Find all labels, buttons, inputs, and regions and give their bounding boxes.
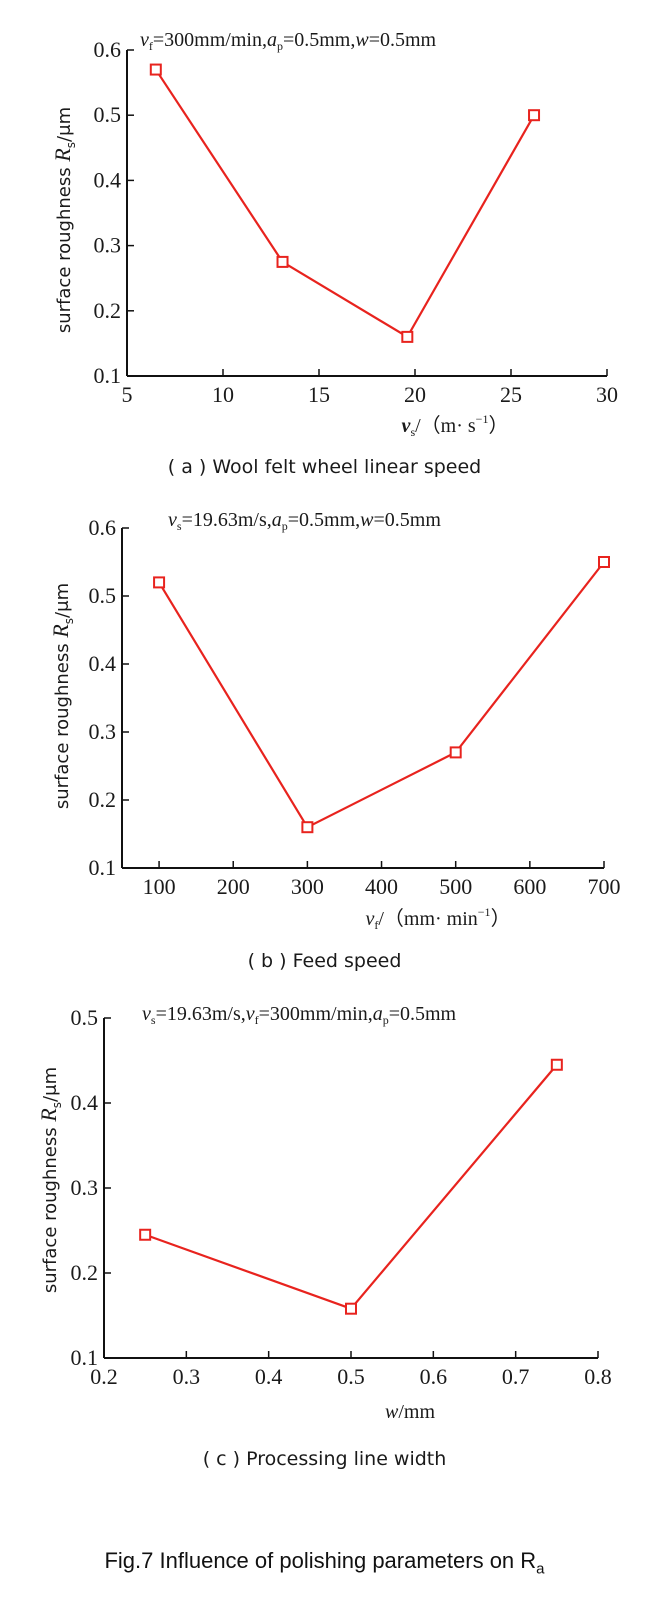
figure-caption-text: Fig.7 Influence of polishing parameters … <box>104 1548 537 1573</box>
y-tick-label: 0.4 <box>71 1090 99 1115</box>
x-tick-label: 200 <box>217 874 250 899</box>
chart-a-xlabel: vs/（m· s−1） <box>402 412 509 439</box>
chart-a-svg: 0.1 0.2 0.3 0.4 0.5 0.6 5 10 15 20 25 30 vf=300mm/m… <box>50 29 619 439</box>
x-tick-label: 400 <box>365 874 398 899</box>
grid-layer <box>126 49 608 377</box>
data-point-marker <box>301 821 314 834</box>
y-tick-label: 0.5 <box>94 102 122 127</box>
y-tick-label: 0.4 <box>94 167 122 192</box>
grid-layer <box>103 1017 599 1359</box>
chart-b-caption: ( b ) Feed speed <box>247 950 402 972</box>
x-tick-label: 0.6 <box>420 1364 448 1389</box>
chart-b-root: 0.1 0.2 0.3 0.4 0.5 0.6 100 200 300 400 500 600 700 <box>89 515 621 899</box>
y-tick-label: 0.6 <box>89 515 117 540</box>
chart-b-xlabel: vf/（mm· min−1） <box>365 905 510 932</box>
tick-label-layer: 0.10.20.30.40.50.2 0.3 0.4 0.5 0.6 0.7 0.8 <box>71 1005 612 1389</box>
chart-c: 0.1 0.2 0.3 0.4 0.5 0.2 0.3 0.4 0.5 0.6 0.7 0.8 vs=… <box>0 980 649 1500</box>
series-layer <box>153 556 610 834</box>
y-tick-label: 0.5 <box>71 1005 99 1030</box>
chart-b: 0.1 0.2 0.3 0.4 0.5 0.6 100 200 300 400 500 600 700 … <box>0 500 649 980</box>
x-tick-label: 0.5 <box>337 1364 365 1389</box>
x-tick-label: 0.3 <box>173 1364 201 1389</box>
tick-label-layer: 0.1 0.2 0.3 0.4 0.5 0.6 100 200 300 400 500 600 700 <box>89 515 621 899</box>
data-point-marker <box>139 1228 152 1241</box>
x-tick-label: 0.4 <box>255 1364 283 1389</box>
x-tick-label: 0.2 <box>90 1364 118 1389</box>
grid-layer <box>121 527 605 869</box>
y-tick-label: 0.2 <box>94 298 122 323</box>
y-tick-label: 0.3 <box>89 719 117 744</box>
y-tick-label: 0.1 <box>71 1345 99 1370</box>
chart-a-caption: ( a ) Wool felt wheel linear speed <box>167 456 482 478</box>
x-tick-label: 300 <box>291 874 324 899</box>
chart-c-caption: ( c ) Processing line width <box>202 1448 447 1470</box>
y-tick-label: 0.4 <box>89 651 117 676</box>
data-point-marker <box>345 1302 357 1315</box>
data-point-marker <box>153 576 166 589</box>
y-tick-label: 0.2 <box>89 787 117 812</box>
tick-label-layer: 0.1 0.2 0.3 0.4 0.5 0.6 5 10 15 20 25 30 <box>94 37 619 407</box>
x-tick-label: 0.8 <box>584 1364 612 1389</box>
y-tick-label: 0.3 <box>94 233 122 258</box>
chart-a-root: 0.1 0.2 0.3 0.4 0.5 0.6 5 10 15 20 25 30 <box>94 37 619 407</box>
data-point-marker <box>276 255 289 268</box>
x-tick-label: 100 <box>143 874 176 899</box>
x-tick-label: 20 <box>404 382 426 407</box>
series-layer <box>149 63 541 343</box>
data-point-marker <box>449 746 462 759</box>
x-tick-label: 5 <box>122 382 133 407</box>
chart-c-svg: 0.10.20.30.40.50.2 0.3 0.4 0.5 0.6 0.7 0.8 vs=… <box>36 1003 612 1423</box>
chart-a-ylabel: surface roughness Rs/μm <box>50 107 78 333</box>
x-tick-label: 10 <box>212 382 234 407</box>
data-point-marker <box>149 63 162 76</box>
y-tick-label: 0.2 <box>71 1260 99 1285</box>
y-tick-label: 0.1 <box>94 363 122 388</box>
series-line <box>158 561 605 829</box>
x-tick-label: 30 <box>596 382 618 407</box>
x-tick-label: 0.7 <box>502 1364 530 1389</box>
chart-b-title: vs=19.63m/s,ap=0.5mm,w=0.5mm <box>168 509 441 533</box>
figure-caption-subscript: a <box>536 1560 545 1578</box>
x-tick-label: 500 <box>439 874 472 899</box>
x-tick-label: 700 <box>588 874 621 899</box>
y-tick-label: 0.1 <box>89 855 117 880</box>
data-point-marker <box>598 556 610 568</box>
x-tick-label: 15 <box>308 382 330 407</box>
y-tick-label: 0.5 <box>89 583 117 608</box>
chart-b-ylabel: surface roughness Rs/μm <box>48 583 76 809</box>
data-point-marker <box>550 1058 563 1071</box>
chart-c-root: 0.10.20.30.40.50.2 0.3 0.4 0.5 0.6 0.7 0.8 <box>71 1005 612 1389</box>
chart-c-title: vs=19.63m/s,vf=300mm/min,ap=0.5mm <box>142 1003 457 1027</box>
series-line <box>154 68 535 339</box>
x-tick-label: 600 <box>513 874 546 899</box>
series-layer <box>139 1058 563 1315</box>
y-tick-label: 0.3 <box>71 1175 99 1200</box>
chart-a-title: vf=300mm/min,ap=0.5mm,w=0.5mm <box>140 29 437 53</box>
figure-caption: Fig.7 Influence of polishing parameters … <box>0 1548 649 1577</box>
y-tick-label: 0.6 <box>94 37 122 62</box>
data-point-marker <box>528 109 541 122</box>
chart-a: 0.1 0.2 0.3 0.4 0.5 0.6 5 10 15 20 25 30 vf=300mm/m… <box>0 0 649 500</box>
series-line <box>144 1064 558 1310</box>
chart-c-xlabel: w/mm <box>385 1401 435 1423</box>
chart-c-ylabel: surface roughness Rs/μm <box>36 1067 64 1293</box>
x-tick-label: 25 <box>500 382 522 407</box>
data-point-marker <box>401 330 414 343</box>
